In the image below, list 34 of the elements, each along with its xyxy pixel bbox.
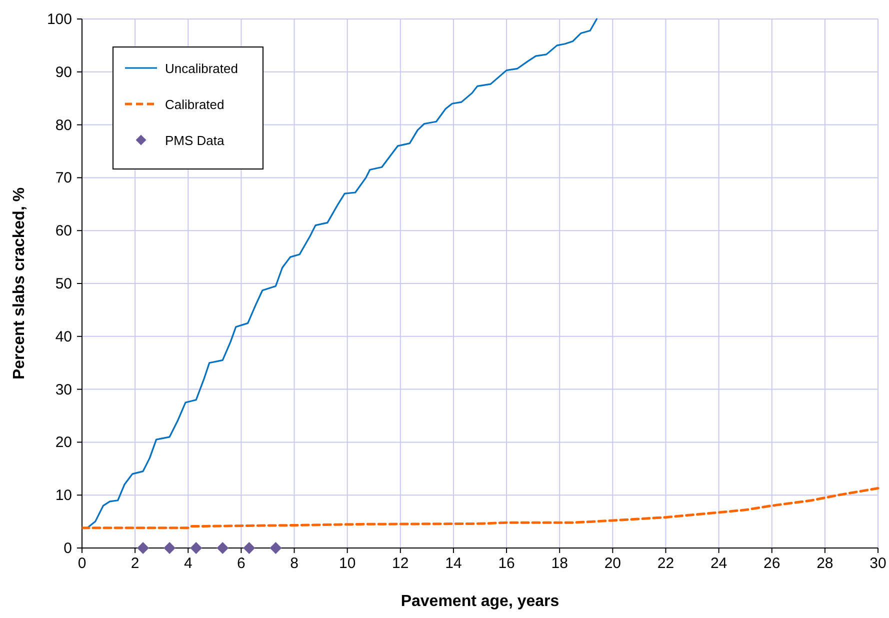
- x-tick-label: 28: [816, 555, 834, 572]
- x-tick-label: 6: [237, 555, 246, 572]
- y-tick-label: 70: [55, 170, 72, 187]
- y-tick-label: 10: [55, 487, 72, 504]
- x-tick-label: 0: [78, 555, 86, 572]
- x-tick-label: 30: [870, 555, 886, 572]
- x-tick-label: 16: [498, 555, 515, 572]
- legend-label: PMS Data: [165, 133, 226, 148]
- x-tick-label: 20: [604, 555, 622, 572]
- x-tick-label: 22: [657, 555, 674, 572]
- y-tick-label: 40: [55, 328, 72, 346]
- x-tick-label: 4: [184, 555, 192, 572]
- x-tick-label: 10: [338, 555, 356, 572]
- x-tick-label: 12: [392, 555, 409, 572]
- y-tick-label: 50: [55, 276, 72, 292]
- line-series: [86, 18, 598, 529]
- y-tick-label: 20: [55, 434, 72, 452]
- x-tick-label: 2: [130, 555, 140, 572]
- legend-label: Calibrated: [165, 97, 224, 112]
- y-tick-label: 30: [55, 381, 72, 398]
- y-tick-label: 80: [55, 116, 72, 134]
- x-tick-label: 14: [445, 555, 462, 572]
- x-tick-label: 24: [710, 555, 728, 572]
- legend-label: Uncalibrated: [165, 61, 238, 76]
- y-tick-label: 100: [46, 11, 72, 28]
- x-tick-label: 8: [290, 555, 298, 572]
- y-tick-label: 60: [55, 222, 72, 240]
- y-axis-title: Percent slabs cracked, %: [11, 187, 28, 380]
- x-tick-label: 26: [764, 555, 780, 572]
- y-tick-label: 0: [64, 540, 72, 557]
- x-axis-title: Pavement age, years: [400, 593, 560, 610]
- y-tick-label: 90: [55, 64, 72, 81]
- x-tick-label: 18: [551, 555, 568, 572]
- line-series: [82, 486, 880, 530]
